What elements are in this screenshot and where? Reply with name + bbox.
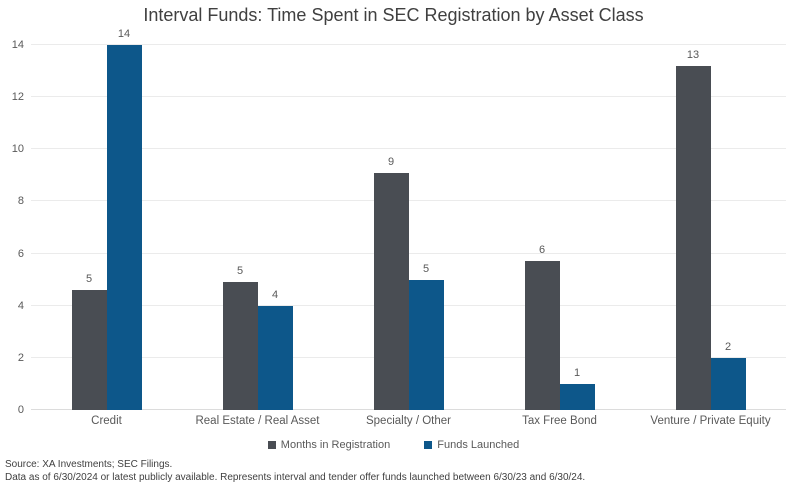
- legend-item-months-in-registration: Months in Registration: [267, 439, 391, 451]
- bar-funds-launched-specialty-other: 5: [408, 263, 444, 410]
- bar-funds-launched-real-estate-real-asset: 4: [257, 289, 293, 410]
- bar-value-label: 4: [271, 288, 279, 301]
- bar-months-in-registration-venture-private-equity: 13: [675, 49, 711, 410]
- bar-months-in-registration-credit: 5: [71, 273, 107, 410]
- y-axis-tick-label: 8: [17, 195, 24, 208]
- bar-value-label: 5: [422, 262, 430, 275]
- gridline: [31, 44, 786, 45]
- legend-swatch-icon: [424, 441, 433, 449]
- bars-row: 5 14 5 4 9 5 6 1 13 2: [31, 28, 786, 410]
- y-axis-tick-label: 12: [11, 91, 24, 104]
- bar-value-label: 6: [538, 244, 546, 257]
- legend-swatch-icon: [267, 441, 276, 449]
- bar-funds-launched-tax-free-bond: 1: [559, 367, 595, 410]
- bar-funds-launched-venture-private-equity: 2: [710, 341, 746, 410]
- y-axis-tick-label: 14: [11, 39, 24, 51]
- legend-label: Funds Launched: [437, 439, 520, 451]
- bar-months-in-registration-specialty-other: 9: [373, 156, 409, 410]
- y-axis-tick-label: 4: [17, 299, 24, 312]
- y-axis-tick-label: 10: [11, 143, 24, 156]
- bar-funds-launched-credit: 14: [106, 28, 142, 410]
- legend-item-funds-launched: Funds Launched: [424, 439, 519, 451]
- y-axis-tick-label: 2: [17, 351, 24, 364]
- bar-value-label: 9: [387, 155, 395, 168]
- bar-value-label: 13: [686, 48, 700, 61]
- x-axis: Credit Real Estate / Real Asset Specialty …: [31, 415, 786, 427]
- y-axis-tick-label: 0: [17, 404, 24, 416]
- source-note: Source: XA Investments; SEC Filings.: [5, 459, 173, 470]
- gridline: [31, 96, 786, 98]
- plot-area: 5 14 5 4 9 5 6 1 13 2: [31, 28, 786, 410]
- x-axis-category-label: Real Estate / Real Asset: [195, 415, 320, 427]
- bar-value-label: 1: [573, 366, 581, 379]
- bar-group-venture-private-equity: 13 2: [635, 45, 786, 410]
- bar-months-in-registration-real-estate-real-asset: 5: [222, 265, 258, 410]
- footer: Source: XA Investments; SEC Filings. Dat…: [5, 458, 782, 484]
- x-axis-category-label: Specialty / Other: [365, 415, 451, 427]
- bar-value-label: 5: [236, 265, 244, 278]
- gridline: [31, 200, 786, 202]
- gridline: [31, 252, 786, 254]
- legend-label: Months in Registration: [280, 439, 391, 451]
- x-axis-category-label: Venture / Private Equity: [650, 415, 771, 427]
- y-axis-tick-label: 6: [17, 247, 24, 260]
- x-axis-category-label: Tax Free Bond: [522, 415, 597, 427]
- x-axis-category-label: Credit: [91, 415, 122, 427]
- gridline: [31, 148, 786, 150]
- chart-title: Interval Funds: Time Spent in SEC Regist…: [143, 5, 644, 25]
- bar-value-label: 5: [85, 273, 93, 286]
- data-note: Data as of 6/30/2024 or latest publicly …: [5, 472, 586, 483]
- bar-value-label: 14: [117, 28, 131, 40]
- bar-value-label: 2: [724, 340, 732, 353]
- bar-months-in-registration-tax-free-bond: 6: [524, 244, 560, 410]
- bar-group-credit: 5 14: [31, 28, 182, 410]
- legend: Months in Registration Funds Launched: [0, 439, 787, 451]
- y-axis: 0 2 4 6 8 10 12 14: [0, 39, 26, 416]
